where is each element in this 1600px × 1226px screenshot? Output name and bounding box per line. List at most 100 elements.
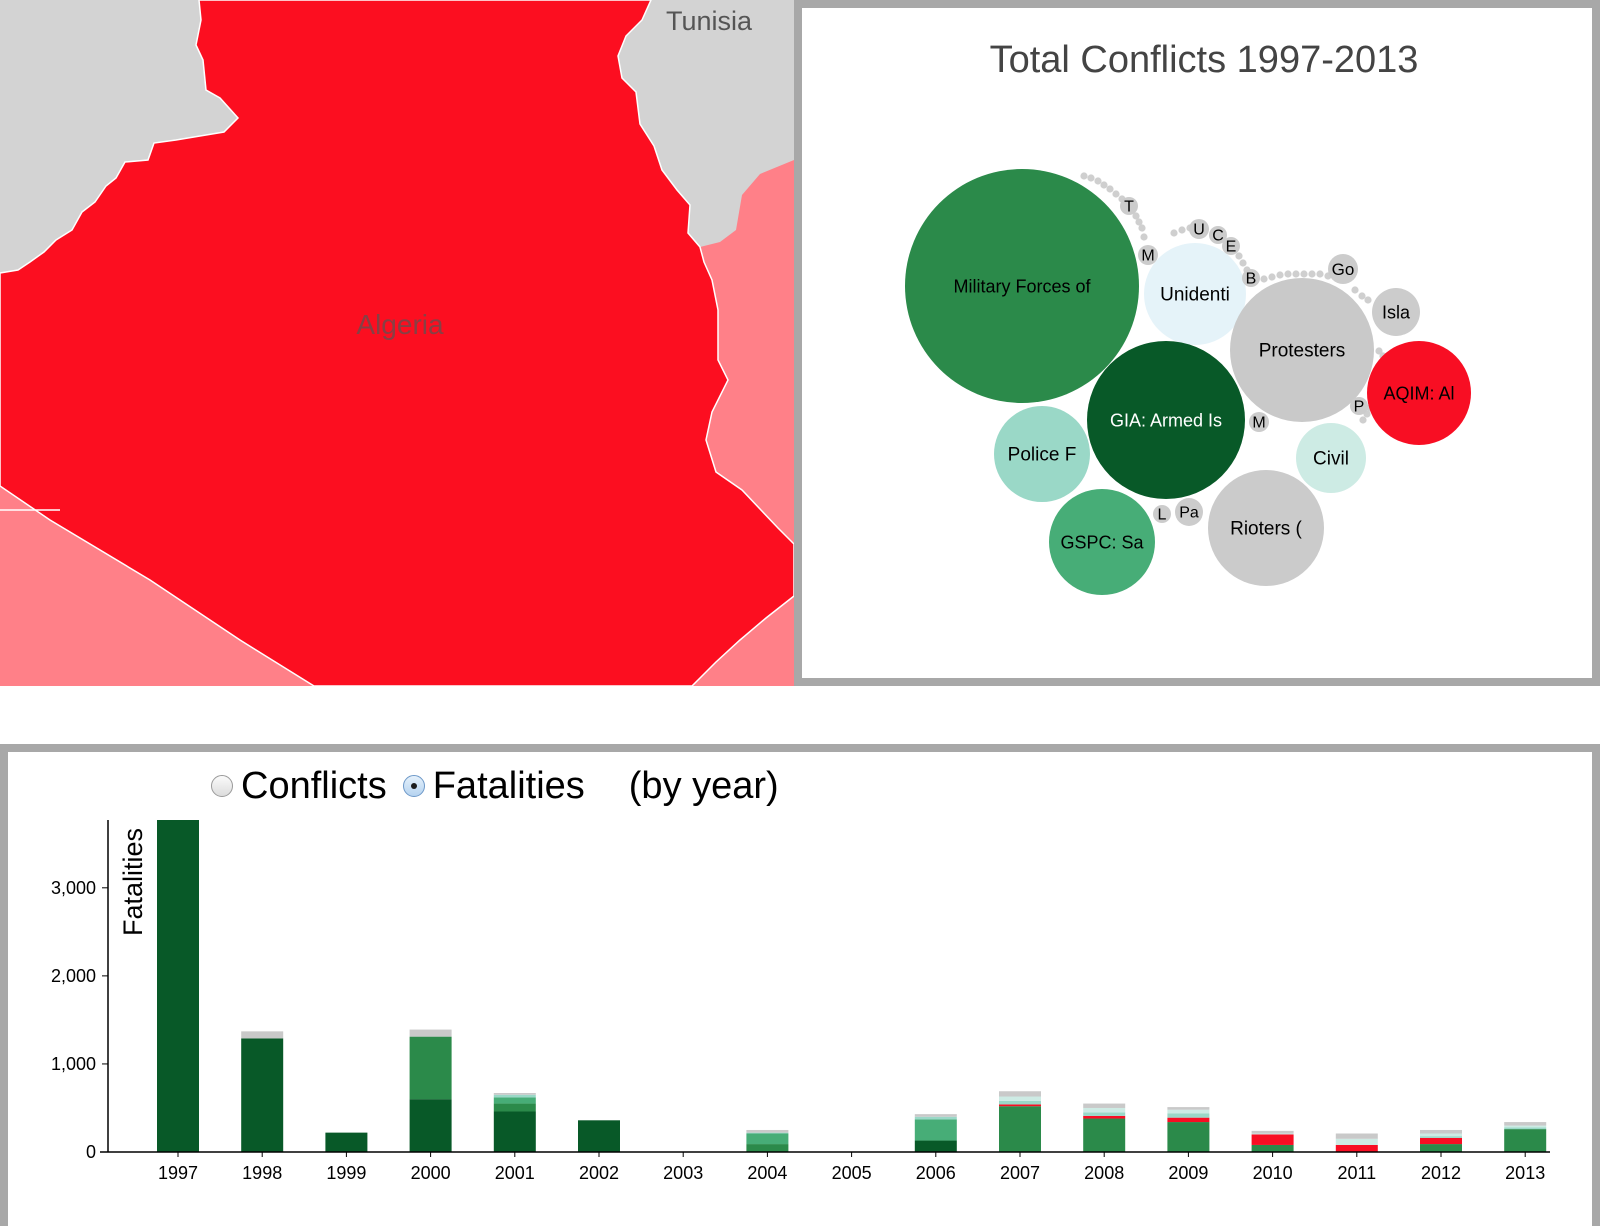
bar-segment[interactable] <box>157 820 199 1152</box>
bar-segment[interactable] <box>409 1029 452 1037</box>
actor-bubble[interactable] <box>1144 243 1246 345</box>
bar-segment[interactable] <box>1251 1134 1294 1145</box>
bar-segment[interactable] <box>1167 1107 1210 1110</box>
bar-segment[interactable] <box>1335 1144 1378 1152</box>
small-actor-dot[interactable] <box>1284 270 1292 278</box>
small-actor-dot[interactable] <box>1260 275 1268 283</box>
small-actor-dot[interactable] <box>1300 270 1308 278</box>
actor-bubble[interactable] <box>1120 197 1138 215</box>
conflicts-radio[interactable] <box>211 775 233 797</box>
actor-bubble[interactable] <box>1189 219 1209 239</box>
small-actor-dot[interactable] <box>1308 270 1316 278</box>
algeria-map[interactable]: Algeria Tunisia <box>0 0 794 686</box>
small-actor-dot[interactable] <box>1080 172 1088 180</box>
small-actor-dot[interactable] <box>1239 259 1247 267</box>
bar-segment[interactable] <box>241 1038 284 1152</box>
bar-segment[interactable] <box>1504 1122 1547 1126</box>
actor-bubble[interactable] <box>1138 245 1158 265</box>
fatalities-radio-label[interactable]: Fatalities <box>432 764 585 807</box>
small-actor-dot[interactable] <box>1276 271 1284 279</box>
bar-segment[interactable] <box>1335 1133 1378 1139</box>
bar-segment[interactable] <box>746 1144 789 1152</box>
actor-bubble[interactable] <box>1230 278 1374 422</box>
bar-segment[interactable] <box>746 1133 789 1145</box>
bar-segment[interactable] <box>1083 1112 1126 1116</box>
conflicts-radio-label[interactable]: Conflicts <box>241 764 387 807</box>
actor-bubble[interactable] <box>994 406 1090 502</box>
bar-segment[interactable] <box>746 1129 789 1133</box>
actor-bubble[interactable] <box>1153 505 1171 523</box>
bar-segment[interactable] <box>1420 1136 1462 1138</box>
small-actor-dot[interactable] <box>1140 233 1148 241</box>
actor-bubble[interactable] <box>1222 237 1240 255</box>
bar-segment[interactable] <box>493 1103 536 1112</box>
actor-bubble[interactable] <box>1367 341 1471 445</box>
small-actor-dot[interactable] <box>1316 270 1324 278</box>
bar-segment[interactable] <box>999 1104 1041 1107</box>
actor-bubble[interactable] <box>1328 254 1358 284</box>
bar-segment[interactable] <box>1083 1107 1126 1113</box>
bar-segment[interactable] <box>325 1132 368 1152</box>
small-actor-dot[interactable] <box>1375 347 1383 355</box>
bar-segment[interactable] <box>1167 1117 1210 1123</box>
bar-segment[interactable] <box>1420 1144 1462 1152</box>
actor-bubble[interactable] <box>905 169 1139 403</box>
small-actor-dot[interactable] <box>1135 218 1143 226</box>
small-actor-dot[interactable] <box>1106 185 1114 193</box>
actor-bubble[interactable] <box>1208 470 1324 586</box>
bar-segment[interactable] <box>1504 1125 1547 1128</box>
bar-segment[interactable] <box>746 1132 789 1134</box>
bar-segment[interactable] <box>409 1099 452 1152</box>
bar-segment[interactable] <box>914 1116 957 1120</box>
actor-bubble[interactable] <box>1350 397 1368 415</box>
actor-bubble[interactable] <box>1087 341 1245 499</box>
tunisia-land[interactable] <box>618 0 794 247</box>
bar-segment[interactable] <box>493 1094 536 1098</box>
bar-segment[interactable] <box>1335 1138 1378 1145</box>
bar-segment[interactable] <box>1420 1129 1462 1134</box>
small-actor-dot[interactable] <box>1138 224 1146 232</box>
actor-bubble[interactable] <box>1049 489 1155 595</box>
bar-segment[interactable] <box>1251 1144 1294 1152</box>
small-actor-dot[interactable] <box>1364 296 1372 304</box>
small-actor-dot[interactable] <box>1358 292 1366 300</box>
bar-segment[interactable] <box>241 1031 284 1039</box>
bar-segment[interactable] <box>914 1119 957 1141</box>
bar-segment[interactable] <box>493 1111 536 1152</box>
small-actor-dot[interactable] <box>1100 181 1108 189</box>
bar-segment[interactable] <box>1167 1113 1210 1118</box>
bar-segment[interactable] <box>1504 1129 1547 1152</box>
bar-segment[interactable] <box>999 1091 1041 1097</box>
bar-segment[interactable] <box>1251 1133 1294 1135</box>
bar-segment[interactable] <box>493 1097 536 1104</box>
bar-segment[interactable] <box>1083 1103 1126 1108</box>
algeria-country[interactable] <box>0 0 794 686</box>
small-actor-dot[interactable] <box>1178 226 1186 234</box>
bar-segment[interactable] <box>999 1100 1041 1105</box>
bar-segment[interactable] <box>1083 1118 1126 1152</box>
bar-segment[interactable] <box>409 1036 452 1100</box>
small-actor-dot[interactable] <box>1359 416 1367 424</box>
bar-segment[interactable] <box>914 1114 957 1117</box>
actor-bubble[interactable] <box>1209 226 1227 244</box>
small-actor-dot[interactable] <box>1087 174 1095 182</box>
small-actor-dot[interactable] <box>1094 177 1102 185</box>
bar-segment[interactable] <box>1420 1133 1462 1137</box>
map-panel[interactable]: Algeria Tunisia <box>0 0 794 686</box>
bar-segment[interactable] <box>493 1092 536 1095</box>
bar-segment[interactable] <box>914 1140 957 1152</box>
small-actor-dot[interactable] <box>1351 286 1359 294</box>
bar-segment[interactable] <box>999 1106 1041 1152</box>
small-actor-dot[interactable] <box>1112 190 1120 198</box>
bar-segment[interactable] <box>1083 1115 1126 1119</box>
bar-segment[interactable] <box>1167 1122 1210 1152</box>
actor-bubble[interactable] <box>1296 423 1366 493</box>
fatalities-radio[interactable] <box>402 775 425 797</box>
bar-segment[interactable] <box>1504 1127 1547 1130</box>
small-actor-dot[interactable] <box>1268 273 1276 281</box>
small-actor-dot[interactable] <box>1235 252 1243 260</box>
actor-bubble[interactable] <box>1372 288 1420 336</box>
bar-segment[interactable] <box>1251 1130 1294 1134</box>
actor-bubble[interactable] <box>1242 269 1260 287</box>
actor-bubble[interactable] <box>1175 498 1203 526</box>
